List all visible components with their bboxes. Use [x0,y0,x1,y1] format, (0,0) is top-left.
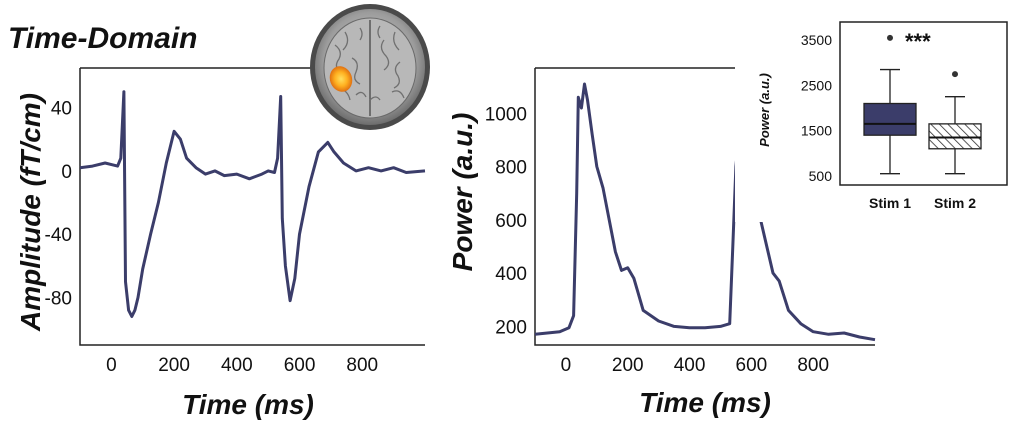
amplitude-series-line [79,90,426,318]
boxplot-box [928,123,982,150]
boxplot-y-ticks: 500 1500 2500 3500 [801,32,832,184]
figure-title: Time-Domain [8,22,197,55]
boxplot-frame [839,21,1008,186]
p2-x-tick-label: 0 [561,355,572,376]
p1-y-tick-label: 0 [61,162,72,183]
p2-x-tick-label: 400 [674,355,706,376]
amplitude-chart: 400-40-80 0 200 400 600 800 Time (ms) Amplit… [15,67,426,420]
amplitude-x-axis-label: Time (ms) [182,389,314,420]
p1-y-tick-label: -40 [45,225,72,246]
p1-x-tick-label: 800 [346,355,378,376]
power-chart: 200 400 600 800 1000 0 200 400 600 800 Time (ms)… [447,67,876,418]
power-x-axis-label: Time (ms) [639,387,771,418]
p2-x-tick-label: 200 [612,355,644,376]
p1-x-tick-label: 0 [106,355,117,376]
amplitude-y-ticks: 40 0 -40 -80 [45,99,72,310]
power-series-line [534,82,876,342]
boxplot-y-tick-label: 1500 [801,123,832,139]
boxplot-outlier [887,34,893,41]
significance-annotation: *** [905,29,931,54]
boxplot-y-tick-label: 2500 [801,77,832,93]
boxplot-boxes: Stim 1 Stim 2 [863,34,982,211]
p2-y-tick-label: 200 [495,317,527,338]
p2-y-tick-label: 800 [495,158,527,179]
boxplot-outlier [952,71,958,78]
boxplot-category-label: Stim 1 [869,195,911,211]
p1-x-tick-label: 400 [221,355,253,376]
amplitude-x-ticks: 0 200 400 600 800 [106,355,378,376]
power-y-ticks: 200 400 600 800 1000 [485,104,527,338]
p2-x-tick-label: 800 [797,355,829,376]
boxplot-category-label: Stim 2 [934,195,976,211]
boxplot-box [863,102,917,136]
boxplot-y-tick-label: 3500 [801,32,832,48]
brain-mri-axial-icon [310,4,430,130]
power-y-axis-label: Power (a.u.) [447,113,478,272]
p2-y-tick-label: 400 [495,264,527,285]
p2-x-tick-label: 600 [736,355,768,376]
power-boxplot-inset: 500 1500 2500 3500 Stim 1 Stim 2 Power (a.u.… [735,21,1008,222]
p1-x-tick-label: 600 [284,355,316,376]
power-x-ticks: 0 200 400 600 800 [561,355,829,376]
p2-y-tick-label: 1000 [485,104,527,125]
p1-y-tick-label: 40 [51,99,72,120]
p1-x-tick-label: 200 [158,355,190,376]
p1-y-tick-label: -80 [45,289,72,310]
boxplot-y-tick-label: 500 [809,168,833,184]
p2-y-tick-label: 600 [495,211,527,232]
amplitude-y-axis-label: Amplitude (fT/cm) [15,93,46,332]
boxplot-y-axis-label: Power (a.u.) [757,73,772,147]
